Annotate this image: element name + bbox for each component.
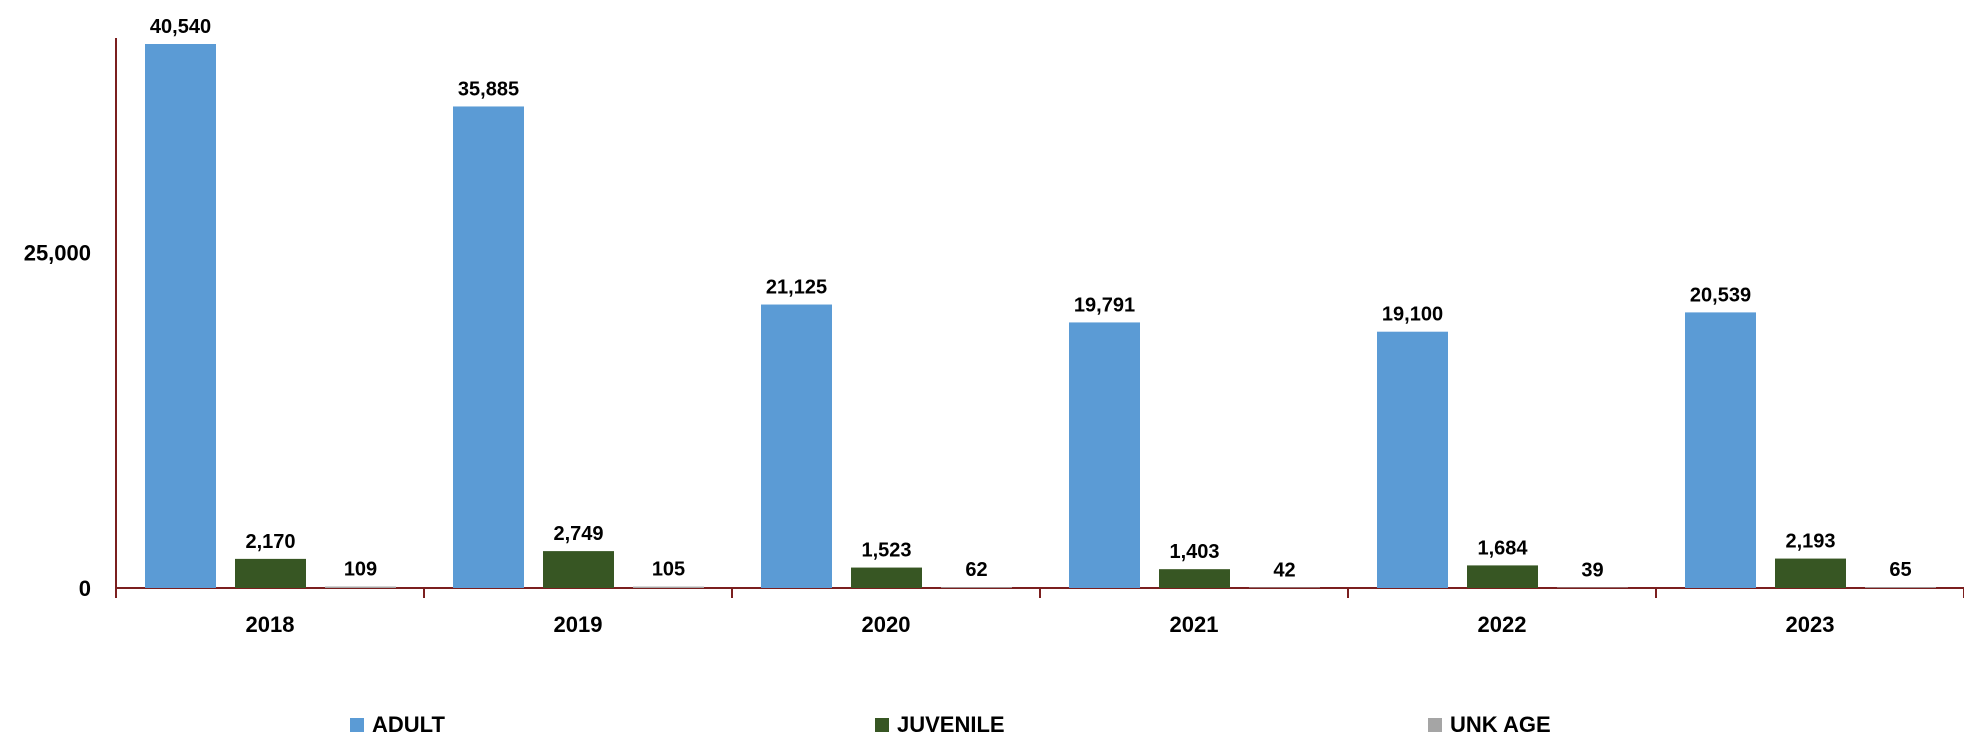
x-tick-label: 2019 [554,612,603,637]
bar-juvenile-2020 [851,568,922,588]
x-tick-label: 2018 [246,612,295,637]
bar-juvenile-2022 [1467,565,1538,588]
data-label-adult-2020: 21,125 [766,277,827,299]
bar-juvenile-2018 [235,559,306,588]
x-tick-label: 2020 [862,612,911,637]
legend-swatch-juvenile [875,718,889,732]
data-label-unk-age-2021: 42 [1273,559,1295,581]
bar-unk-age-2018 [325,587,396,588]
data-label-juvenile-2023: 2,193 [1785,531,1835,553]
y-tick-label: 0 [79,576,91,601]
legend: ADULT JUVENILE UNK AGE [0,712,1964,736]
data-label-juvenile-2018: 2,170 [245,531,295,553]
data-label-unk-age-2023: 65 [1889,559,1911,581]
bar-adult-2019 [453,106,524,588]
legend-item-unk-age: UNK AGE [1428,712,1551,738]
data-label-unk-age-2018: 109 [344,559,377,581]
legend-swatch-adult [350,718,364,732]
legend-label-adult: ADULT [372,712,445,738]
bar-juvenile-2021 [1159,569,1230,588]
data-label-unk-age-2020: 62 [965,559,987,581]
bar-adult-2022 [1377,332,1448,588]
bar-unk-age-2019 [633,587,704,588]
bar-adult-2020 [761,305,832,588]
legend-swatch-unk-age [1428,718,1442,732]
bar-juvenile-2023 [1775,559,1846,588]
data-label-juvenile-2020: 1,523 [861,540,911,562]
bar-adult-2021 [1069,322,1140,588]
data-label-juvenile-2022: 1,684 [1477,537,1528,559]
legend-item-juvenile: JUVENILE [875,712,1005,738]
bar-chart: 0 25,000 40,540 2,170 109 2018 35,885 2,749 105 2… [0,0,1964,700]
legend-label-unk-age: UNK AGE [1450,712,1551,738]
data-label-adult-2021: 19,791 [1074,294,1135,316]
data-label-adult-2018: 40,540 [150,16,211,38]
data-label-adult-2019: 35,885 [458,78,519,100]
x-tick-label: 2021 [1170,612,1219,637]
data-label-unk-age-2019: 105 [652,559,685,581]
legend-item-adult: ADULT [350,712,445,738]
bar-unk-age-2021 [1249,587,1320,588]
bar-adult-2023 [1685,312,1756,588]
bar-juvenile-2019 [543,551,614,588]
x-tick-label: 2023 [1786,612,1835,637]
bar-adult-2018 [145,44,216,588]
bar-unk-age-2022 [1557,587,1628,588]
bar-unk-age-2023 [1865,587,1936,588]
x-tick-label: 2022 [1478,612,1527,637]
y-tick-label: 25,000 [24,241,91,266]
bar-unk-age-2020 [941,587,1012,588]
legend-label-juvenile: JUVENILE [897,712,1005,738]
data-label-adult-2023: 20,539 [1690,284,1751,306]
data-label-unk-age-2022: 39 [1581,559,1603,581]
data-label-adult-2022: 19,100 [1382,304,1443,326]
data-label-juvenile-2021: 1,403 [1169,541,1219,563]
data-label-juvenile-2019: 2,749 [553,523,603,545]
